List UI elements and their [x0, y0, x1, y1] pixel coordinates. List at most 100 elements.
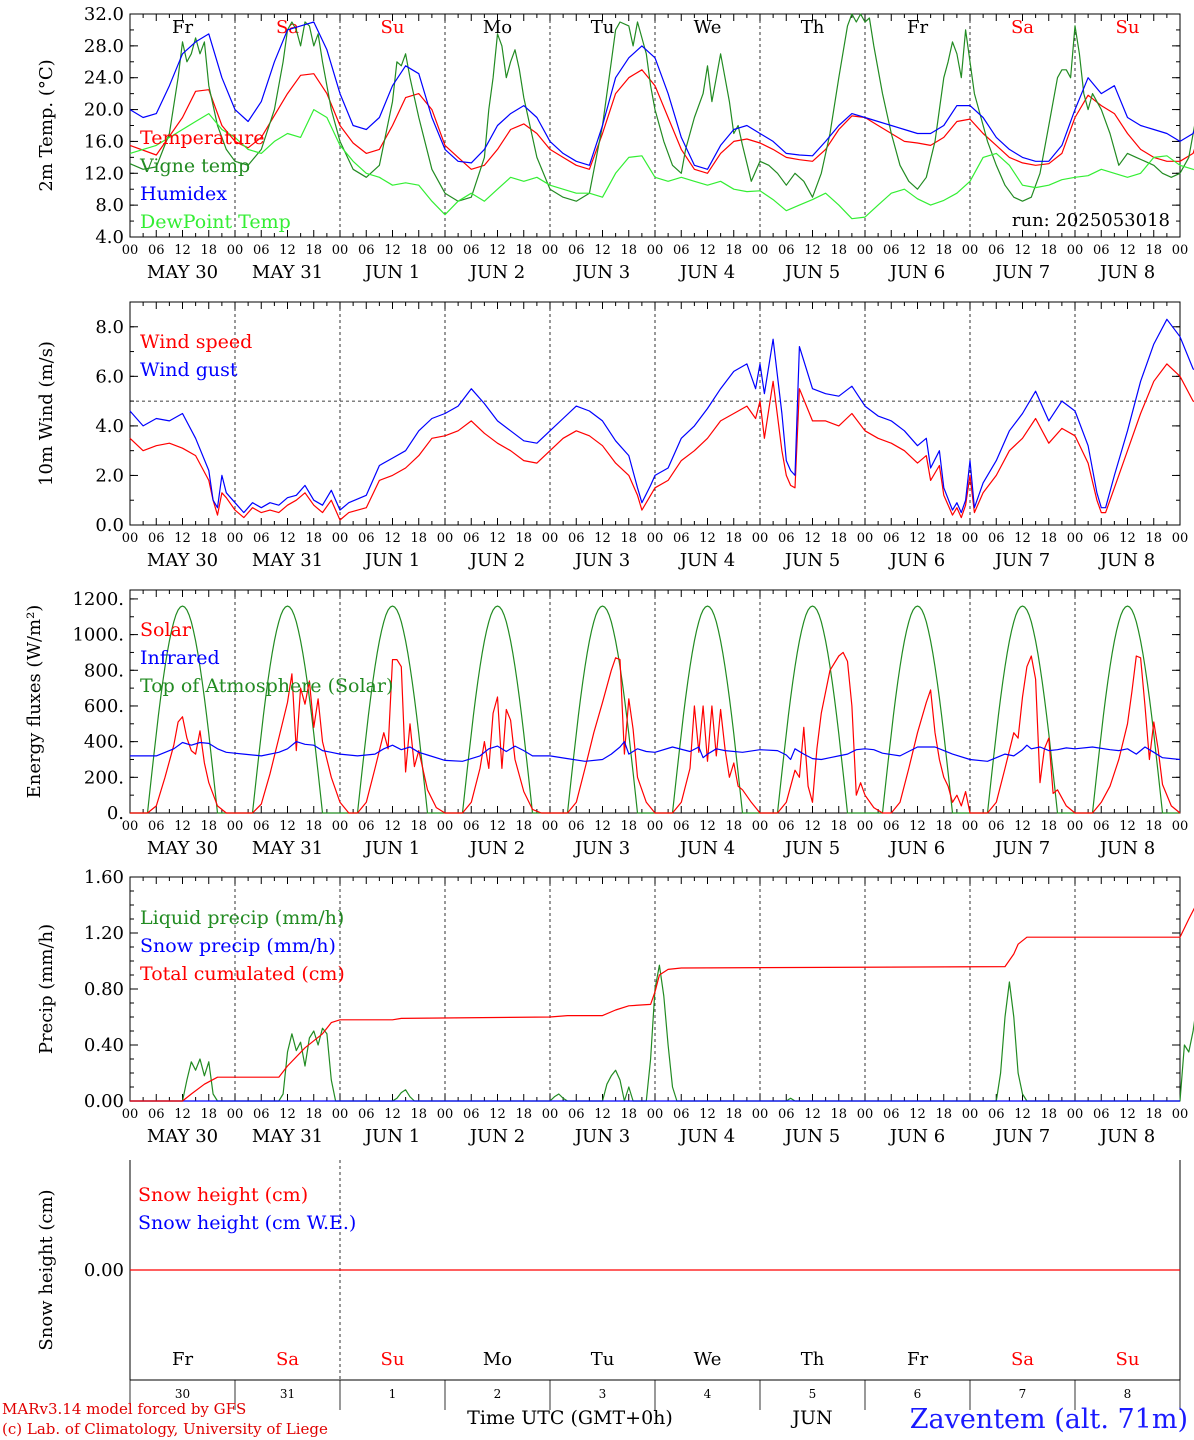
day-number-label: 2 [494, 1387, 502, 1401]
date-label: JUN 7 [993, 1126, 1050, 1147]
hour-tick-label: 00 [647, 819, 664, 834]
hour-tick-label: 18 [1040, 819, 1057, 834]
hour-tick-label: 12 [174, 1107, 191, 1122]
hour-tick-label: 00 [1067, 243, 1084, 258]
date-label: JUN 7 [993, 838, 1050, 859]
y-tick-label: 20.0 [84, 100, 124, 121]
hour-tick-label: 12 [909, 531, 926, 546]
hour-tick-label: 00 [857, 531, 874, 546]
hour-tick-label: 00 [752, 1107, 769, 1122]
day-number-label: 8 [1124, 1387, 1132, 1401]
hour-tick-label: 12 [594, 243, 611, 258]
series-line-red [129, 363, 1194, 521]
hour-tick-label: 18 [620, 531, 637, 546]
legend-entry: Temperature [140, 127, 264, 149]
hour-tick-label: 18 [1040, 243, 1057, 258]
y-tick-label: 0.00 [84, 1091, 124, 1112]
hour-tick-label: 06 [883, 1107, 900, 1122]
hour-tick-label: 18 [725, 531, 742, 546]
hour-tick-label: 18 [515, 243, 532, 258]
hour-tick-label: 06 [568, 531, 585, 546]
hour-tick-label: 00 [1172, 819, 1189, 834]
y-tick-label: 2.0 [95, 465, 124, 486]
hour-tick-label: 12 [489, 1107, 506, 1122]
hour-tick-label: 12 [279, 531, 296, 546]
hour-tick-label: 06 [358, 1107, 375, 1122]
date-label: JUN 8 [1098, 262, 1155, 283]
series-line-red [130, 907, 1194, 1102]
hour-tick-label: 18 [200, 531, 217, 546]
hour-tick-label: 00 [647, 243, 664, 258]
hour-tick-label: 06 [148, 531, 165, 546]
y-tick-label: 0. [107, 803, 124, 824]
series-line-blue [129, 21, 1194, 170]
hour-tick-label: 12 [804, 243, 821, 258]
day-name-label: Su [381, 17, 405, 38]
hour-tick-label: 00 [122, 531, 139, 546]
hour-tick-label: 06 [778, 243, 795, 258]
y-tick-label: 12.0 [84, 163, 124, 184]
legend-entry: DewPoint Temp [140, 211, 291, 233]
hour-tick-label: 18 [1145, 1107, 1162, 1122]
hour-tick-label: 00 [962, 531, 979, 546]
day-number-label: 7 [1019, 1387, 1027, 1401]
y-tick-label: 600. [84, 696, 124, 717]
date-label: JUN 1 [363, 838, 420, 859]
hour-tick-label: 06 [358, 243, 375, 258]
date-label: JUN 2 [468, 1126, 525, 1147]
series-line-green [130, 964, 1194, 1102]
y-tick-label: 1.60 [84, 867, 124, 888]
hour-tick-label: 12 [594, 819, 611, 834]
day-name-label: Tu [591, 17, 615, 38]
hour-tick-label: 06 [1093, 243, 1110, 258]
hour-tick-label: 00 [857, 819, 874, 834]
legend-entry: Total cumulated (cm) [140, 963, 345, 985]
series-line-blue [129, 318, 1194, 514]
hour-tick-label: 06 [1093, 1107, 1110, 1122]
hour-tick-label: 06 [568, 243, 585, 258]
hour-tick-label: 18 [200, 819, 217, 834]
hour-tick-label: 12 [699, 243, 716, 258]
hour-tick-label: 06 [883, 819, 900, 834]
date-label: MAY 30 [147, 1126, 218, 1147]
date-label: JUN 4 [678, 838, 735, 859]
hour-tick-label: 12 [1014, 1107, 1031, 1122]
hour-tick-label: 06 [568, 1107, 585, 1122]
date-label: JUN 5 [783, 1126, 840, 1147]
hour-tick-label: 00 [227, 243, 244, 258]
hour-tick-label: 18 [725, 243, 742, 258]
y-tick-label: 1200. [72, 589, 124, 610]
hour-tick-label: 06 [148, 819, 165, 834]
hour-tick-label: 12 [699, 1107, 716, 1122]
y-tick-label: 8.0 [95, 317, 124, 338]
hour-tick-label: 06 [673, 1107, 690, 1122]
hour-tick-label: 06 [673, 243, 690, 258]
y-axis-title: Precip (mm/h) [36, 924, 57, 1054]
legend-entry: Humidex [140, 183, 227, 205]
hour-tick-label: 00 [542, 819, 559, 834]
hour-tick-label: 06 [673, 819, 690, 834]
date-label: JUN 2 [468, 838, 525, 859]
y-axis-title: Energy fluxes (W/m²) [24, 605, 45, 799]
series-line-light_green [129, 109, 1194, 220]
hour-tick-label: 18 [725, 1107, 742, 1122]
panel-5: 0.00 Snow height (cm) Snow height (cm W.E.… [36, 1160, 1181, 1429]
hour-tick-label: 12 [384, 243, 401, 258]
y-tick-label: 4.0 [95, 416, 124, 437]
hour-tick-label: 12 [804, 819, 821, 834]
hour-tick-label: 00 [437, 1107, 454, 1122]
hour-tick-label: 06 [883, 243, 900, 258]
date-label: JUN 2 [468, 550, 525, 571]
hour-tick-label: 00 [962, 819, 979, 834]
hour-tick-label: 00 [542, 531, 559, 546]
hour-tick-label: 06 [1093, 819, 1110, 834]
day-name-label: Sa [1011, 1349, 1034, 1370]
day-number-label: 4 [704, 1387, 712, 1401]
hour-tick-label: 18 [305, 819, 322, 834]
hour-tick-label: 00 [122, 1107, 139, 1122]
hour-tick-label: 00 [1067, 819, 1084, 834]
hour-tick-label: 18 [830, 819, 847, 834]
hour-tick-label: 12 [174, 819, 191, 834]
y-tick-label: 24.0 [84, 68, 124, 89]
